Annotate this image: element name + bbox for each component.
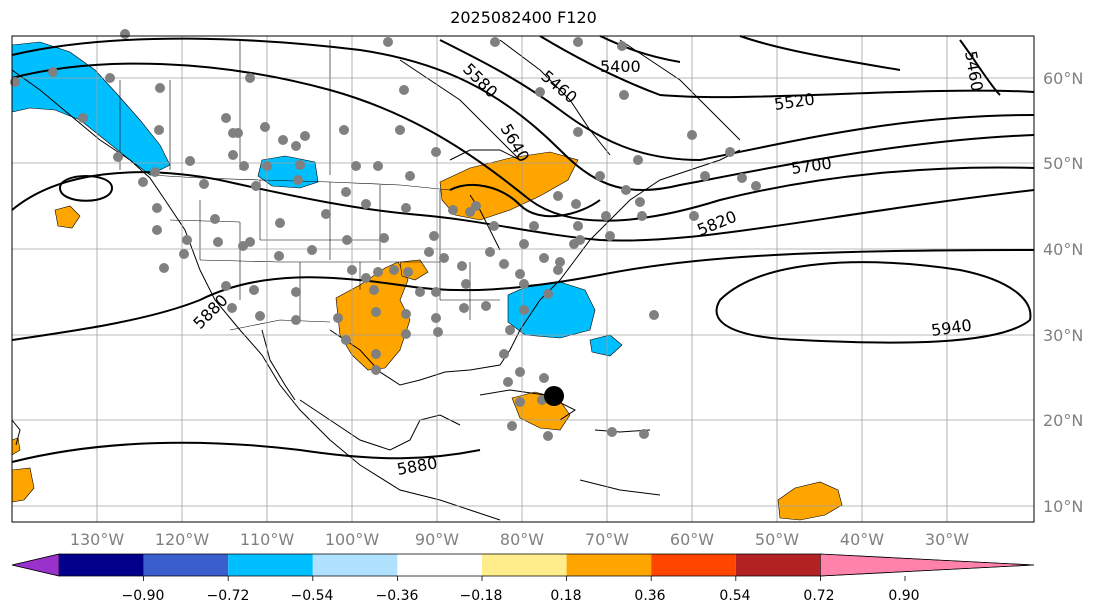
colorbar-tick-label: −0.54 — [291, 588, 334, 604]
lat-label-60: 60°N — [1043, 69, 1083, 88]
colorbar-segment — [143, 554, 229, 576]
colorbar — [11, 553, 1035, 581]
colorbar-segment — [651, 554, 736, 576]
colorbar-segment — [312, 554, 398, 576]
colorbar-segment — [482, 554, 567, 576]
colorbar-tick-label: 0.18 — [550, 588, 581, 604]
lon-label-70: 70°W — [585, 530, 629, 549]
colorbar-tick-label: −0.36 — [376, 588, 419, 604]
lon-label-110: 110°W — [240, 530, 295, 549]
lon-label-50: 50°W — [755, 530, 799, 549]
map-title: 2025082400 F120 — [450, 8, 597, 27]
colorbar-tick-labels: −0.90 −0.72 −0.54 −0.36 −0.18 0.18 0.36 … — [122, 588, 920, 604]
colorbar-extend-low — [11, 553, 60, 577]
lon-label-30: 30°W — [925, 530, 969, 549]
colorbar-segment — [59, 554, 144, 576]
contour-label-5400: 5400 — [600, 57, 641, 76]
colorbar-tick-label: −0.72 — [207, 588, 250, 604]
longitude-axis: 130°W 120°W 110°W 100°W 90°W 80°W 70°W 6… — [70, 530, 969, 549]
latitude-axis: 60°N 50°N 40°N 30°N 20°N 10°N — [1043, 69, 1083, 516]
lat-label-50: 50°N — [1043, 154, 1083, 173]
colorbar-segment — [397, 554, 482, 576]
lon-label-80: 80°W — [500, 530, 544, 549]
colorbar-extend-high — [820, 553, 1035, 577]
lon-label-90: 90°W — [415, 530, 459, 549]
colorbar-tick-label: 0.54 — [719, 588, 750, 604]
colorbar-tick-label: −0.90 — [122, 588, 165, 604]
coastlines — [11, 39, 741, 521]
colorbar-segment — [735, 554, 821, 576]
colorbar-segment — [228, 554, 313, 576]
colorbar-tick-label: −0.18 — [460, 588, 503, 604]
lon-label-130: 130°W — [70, 530, 125, 549]
colorbar-segment — [566, 554, 652, 576]
lon-label-120: 120°W — [155, 530, 210, 549]
map-background — [12, 36, 1034, 522]
colorbar-tick-label: 0.72 — [803, 588, 834, 604]
colorbar-tick-label: 0.90 — [888, 588, 919, 604]
height-contours — [11, 35, 1035, 463]
lat-label-40: 40°N — [1043, 240, 1083, 259]
storm-center-marker — [544, 386, 564, 406]
lon-label-40: 40°W — [840, 530, 884, 549]
lon-label-100: 100°W — [325, 530, 380, 549]
lat-label-30: 30°N — [1043, 326, 1083, 345]
colorbar-outline — [11, 553, 1035, 577]
station-markers — [10, 29, 761, 441]
lat-label-10: 10°N — [1043, 497, 1083, 516]
lat-label-20: 20°N — [1043, 411, 1083, 430]
map-frame — [11, 35, 1035, 523]
colorbar-tick-label: 0.36 — [634, 588, 665, 604]
lon-label-60: 60°W — [670, 530, 714, 549]
